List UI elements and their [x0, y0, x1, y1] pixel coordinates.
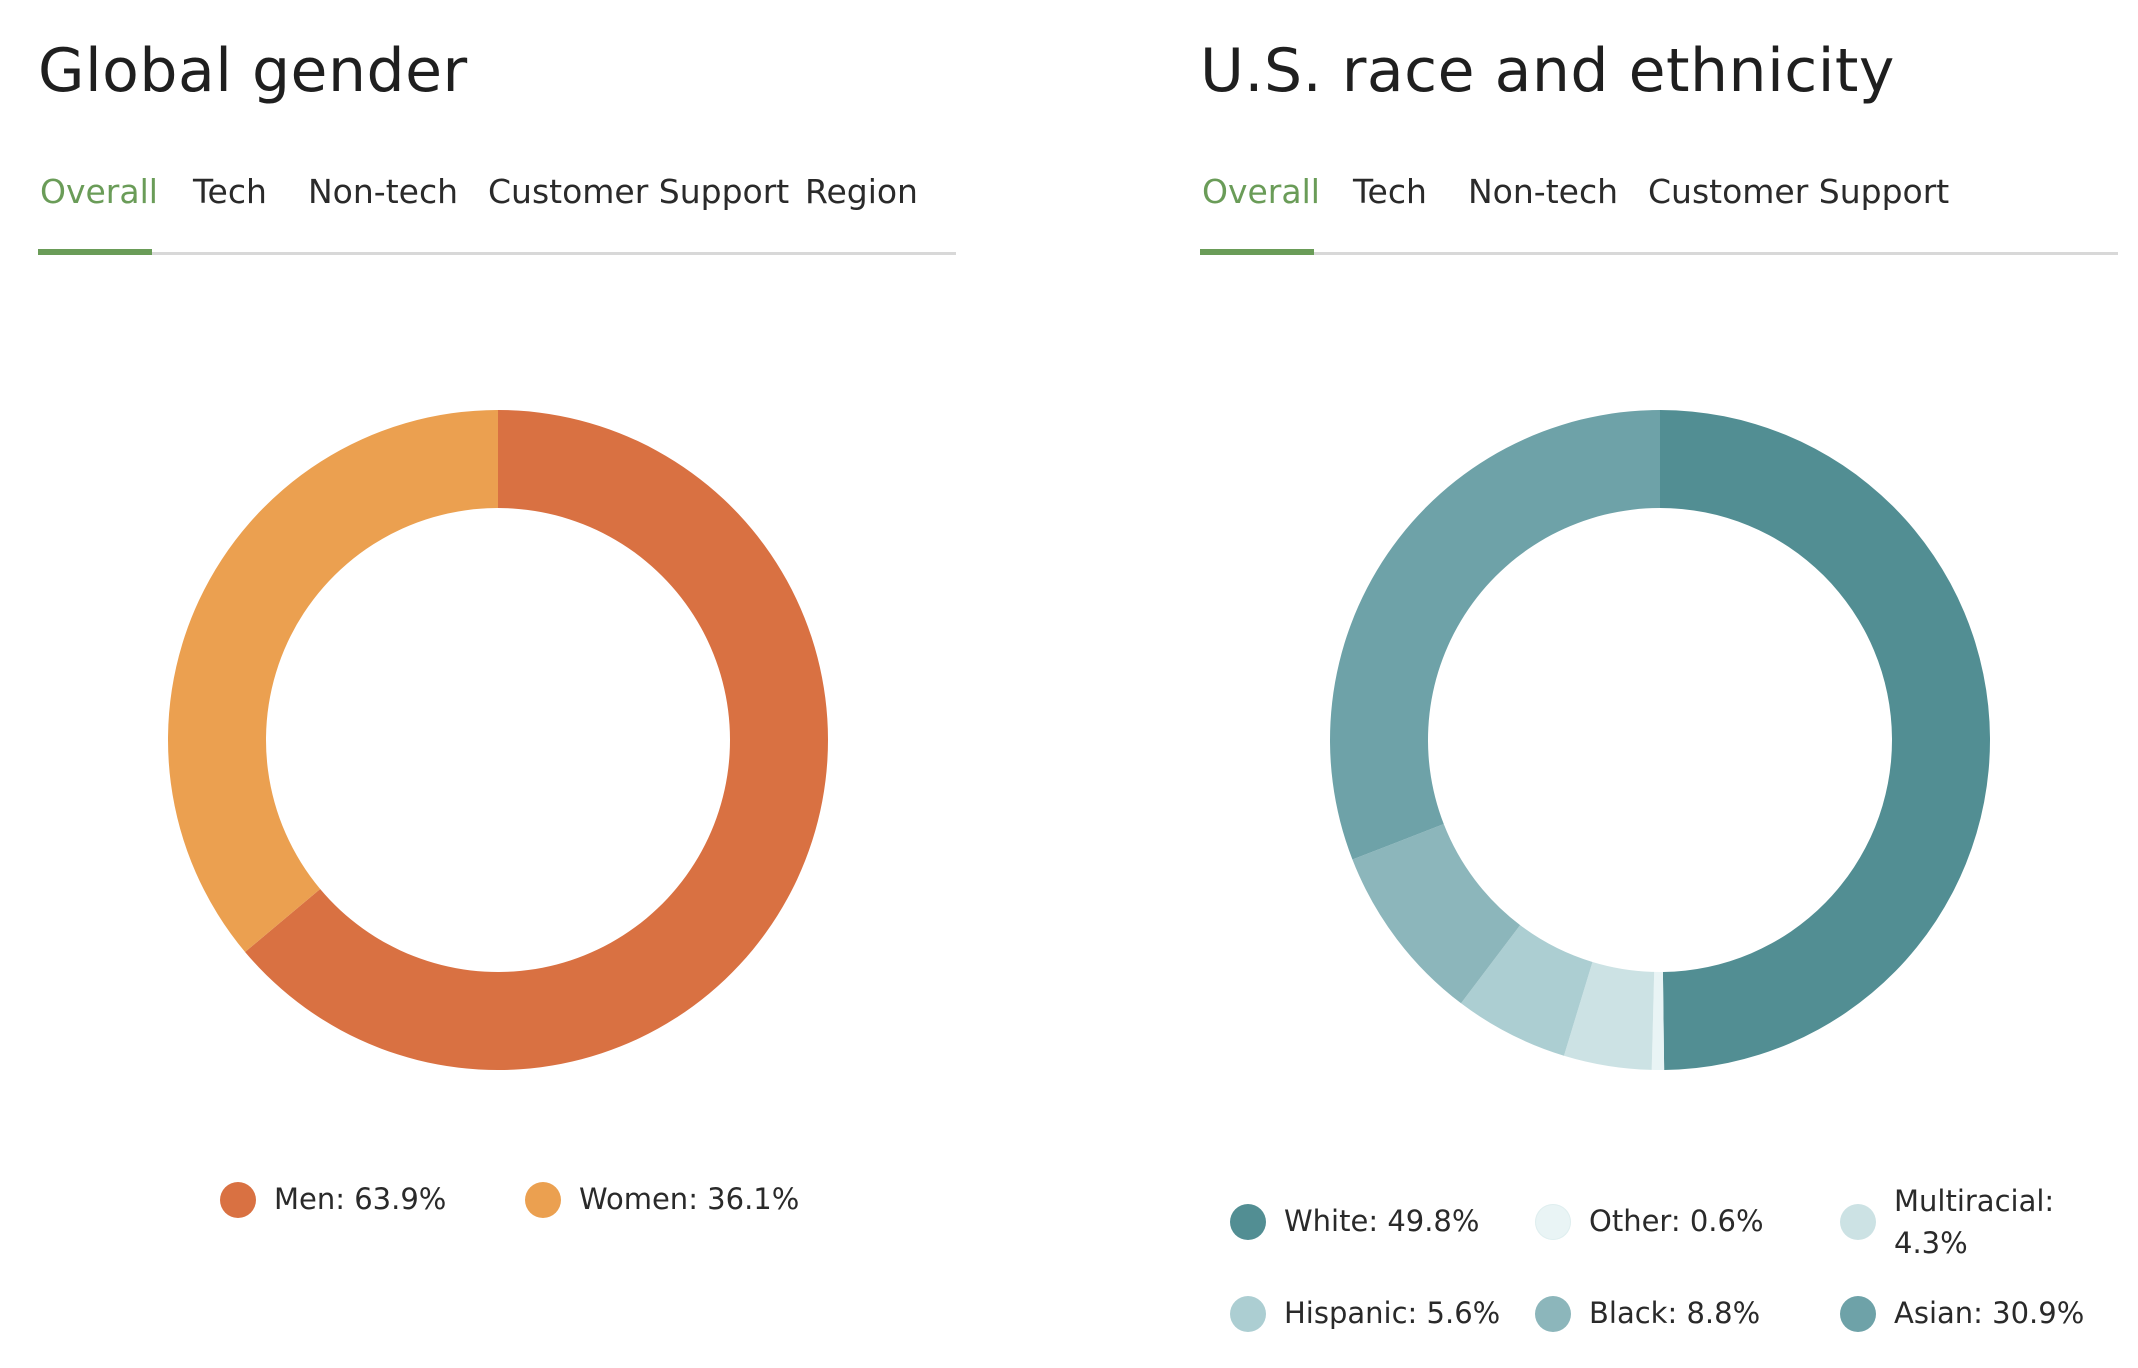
race-legend: White: 49.8% Other: 0.6% Multiracial: 4.… [1230, 1180, 2110, 1340]
legend-item-white: White: 49.8% [1230, 1200, 1479, 1242]
race-slice-other[interactable] [1651, 971, 1665, 1070]
gender-slice-men[interactable] [245, 410, 828, 1070]
legend-dot-other [1535, 1204, 1571, 1240]
legend-label-multiracial: Multiracial: 4.3% [1894, 1184, 2055, 1260]
legend-item-multiracial: Multiracial: 4.3% [1840, 1180, 2084, 1264]
legend-label-other: Other: 0.6% [1589, 1204, 1764, 1238]
legend-dot-multiracial [1840, 1204, 1876, 1240]
race-slice-hispanic[interactable] [1461, 925, 1593, 1056]
legend-label-women: Women: 36.1% [579, 1182, 800, 1216]
gender-slice-women[interactable] [168, 410, 499, 952]
legend-item-men: Men: 63.9% [220, 1178, 446, 1220]
legend-label-hispanic: Hispanic: 5.6% [1284, 1296, 1501, 1330]
race-donut-chart [1330, 410, 1990, 1070]
gender-tab-active-indicator [38, 249, 152, 255]
race-panel: U.S. race and ethnicity Overall Tech Non… [1200, 0, 2130, 1368]
legend-label-black: Black: 8.8% [1589, 1296, 1761, 1330]
race-tab-active-indicator [1200, 249, 1314, 255]
race-tab-non-tech[interactable]: Non-tech [1468, 172, 1618, 211]
gender-tab-bar: Overall Tech Non-tech Customer Support R… [38, 162, 956, 255]
gender-title: Global gender [38, 36, 468, 106]
gender-legend: Men: 63.9% Women: 36.1% [220, 1178, 920, 1258]
legend-dot-black [1535, 1296, 1571, 1332]
gender-tab-non-tech[interactable]: Non-tech [308, 172, 458, 211]
legend-dot-hispanic [1230, 1296, 1266, 1332]
race-slice-multiracial[interactable] [1563, 961, 1655, 1070]
legend-dot-women [525, 1182, 561, 1218]
gender-donut-chart [168, 410, 828, 1070]
race-slice-white[interactable] [1660, 410, 1990, 1070]
legend-item-asian: Asian: 30.9% [1840, 1292, 2084, 1334]
race-tab-overall[interactable]: Overall [1202, 172, 1320, 211]
legend-label-men: Men: 63.9% [274, 1182, 447, 1216]
legend-dot-white [1230, 1204, 1266, 1240]
gender-tab-customer-support[interactable]: Customer Support [488, 172, 790, 211]
gender-tab-region[interactable]: Region [805, 172, 918, 211]
race-title: U.S. race and ethnicity [1200, 36, 1895, 106]
legend-dot-asian [1840, 1296, 1876, 1332]
legend-item-other: Other: 0.6% [1535, 1200, 1764, 1242]
legend-label-asian: Asian: 30.9% [1894, 1296, 2085, 1330]
race-slice-asian[interactable] [1330, 410, 1660, 860]
gender-tab-tech[interactable]: Tech [193, 172, 267, 211]
race-tab-customer-support[interactable]: Customer Support [1648, 172, 1950, 211]
legend-label-white: White: 49.8% [1284, 1204, 1480, 1238]
gender-tab-overall[interactable]: Overall [40, 172, 158, 211]
legend-item-hispanic: Hispanic: 5.6% [1230, 1292, 1500, 1334]
race-slice-black[interactable] [1352, 824, 1521, 1004]
legend-item-women: Women: 36.1% [525, 1178, 799, 1220]
race-tab-bar: Overall Tech Non-tech Customer Support [1200, 162, 2118, 255]
legend-dot-men [220, 1182, 256, 1218]
gender-panel: Global gender Overall Tech Non-tech Cust… [38, 0, 968, 1368]
legend-item-black: Black: 8.8% [1535, 1292, 1760, 1334]
race-tab-tech[interactable]: Tech [1353, 172, 1427, 211]
